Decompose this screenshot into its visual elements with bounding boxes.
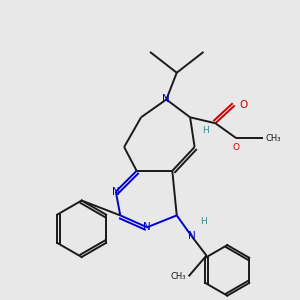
Text: H: H	[202, 126, 209, 135]
Text: CH₃: CH₃	[171, 272, 186, 281]
Text: N: N	[163, 94, 170, 104]
Text: N: N	[143, 222, 151, 232]
Text: N: N	[112, 187, 120, 196]
Text: N: N	[188, 231, 196, 241]
Text: CH₃: CH₃	[265, 134, 281, 142]
Text: O: O	[239, 100, 248, 110]
Text: O: O	[233, 143, 240, 152]
Text: H: H	[200, 217, 207, 226]
